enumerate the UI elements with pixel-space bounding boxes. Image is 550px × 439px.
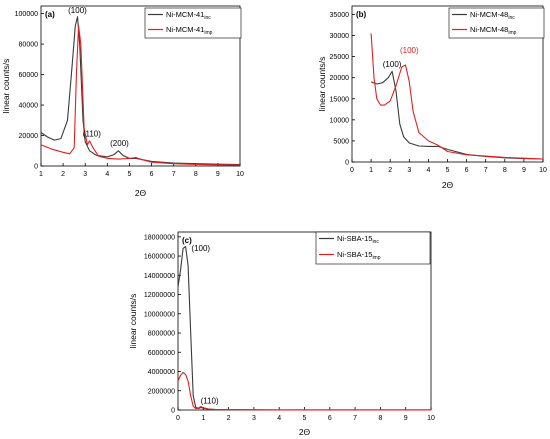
legend: Ni-MCM-41inc Ni-MCM-41imp (144, 7, 242, 39)
chart-panel-3: 0 1 2 3 4 5 6 7 8 9 10 0 2000000 4000000 6000000 800000… (128, 231, 435, 437)
x-tick-label: 3 (83, 171, 87, 178)
x-tick-label: 5 (446, 167, 450, 174)
legend-label-inc: Ni-MCM-41inc (166, 10, 211, 21)
y-tick-label: 8000000 (148, 331, 175, 338)
peak-annotation: (100) (400, 46, 419, 55)
x-tick-label: 9 (522, 167, 526, 174)
series-line-imp (40, 25, 241, 166)
y-tick-label: 12000000 (144, 292, 175, 299)
peak-annotation: (200) (110, 139, 129, 148)
legend-box (315, 231, 431, 265)
y-tick-label: 4000000 (148, 369, 175, 376)
x-axis-title: 2Θ (442, 180, 454, 190)
x-axis-title: 2Θ (299, 427, 311, 437)
x-tick-label: 4 (426, 167, 430, 174)
panel-label: (a) (45, 10, 55, 19)
legend-label-imp: Ni-MCM-41imp (166, 25, 213, 36)
peak-annotation: (100) (191, 244, 210, 253)
y-tick-label: 20000 (19, 133, 39, 140)
peak-annotation: (110) (201, 396, 219, 405)
y-axis-title: linear counts/s (128, 294, 138, 349)
x-tick-label: 8 (503, 167, 507, 174)
legend-label-imp: Ni-MCM-48imp (470, 25, 517, 36)
y-tick-label: 0 (345, 160, 349, 167)
plot-frame (40, 5, 241, 167)
legend-label-inc: Ni-SBA-15inc (337, 234, 379, 245)
y-tick-label: 10000 (330, 117, 350, 124)
x-tick-label: 5 (303, 415, 307, 422)
y-tick-label: 60000 (19, 72, 39, 79)
y-axis-title: linear counts/s (317, 57, 327, 112)
x-tick-label: 4 (105, 171, 109, 178)
series-line-imp (370, 33, 544, 160)
x-tick-label: 3 (407, 167, 411, 174)
y-tick-label: 30000 (330, 33, 350, 40)
x-tick-label: 2 (388, 167, 392, 174)
y-tick-label: 2000000 (148, 388, 175, 395)
x-tick-label: 3 (252, 415, 256, 422)
legend-box (448, 7, 545, 39)
x-tick-label: 1 (369, 167, 373, 174)
y-tick-label: 15000 (330, 96, 350, 103)
x-tick-label: 4 (277, 415, 281, 422)
x-tick-label: 2 (227, 415, 231, 422)
y-tick-label: 20000 (330, 75, 350, 82)
chart-panel-2: 0 1 2 3 4 5 6 7 8 9 10 0 5000 10000 15000 20000 25000 300… (317, 5, 547, 190)
y-tick-label: 40000 (19, 103, 39, 110)
x-tick-label: 7 (484, 167, 488, 174)
x-tick-label: 9 (404, 415, 408, 422)
legend-label-inc: Ni-MCM-48inc (470, 10, 515, 21)
y-tick-label: 18000000 (144, 234, 175, 241)
x-tick-label: 8 (194, 171, 198, 178)
x-tick-label: 10 (427, 415, 435, 422)
x-tick-label: 9 (216, 171, 220, 178)
x-tick-label: 0 (176, 415, 180, 422)
x-tick-label: 5 (127, 171, 131, 178)
x-tick-label: 1 (39, 171, 43, 178)
x-tick-label: 6 (150, 171, 154, 178)
y-tick-label: 0 (34, 164, 38, 171)
y-tick-label: 10000000 (144, 311, 175, 318)
y-tick-label: 14000000 (144, 273, 175, 280)
x-tick-label: 10 (539, 167, 547, 174)
panel-label: (b) (356, 10, 367, 19)
y-tick-label: 6000000 (148, 350, 175, 357)
y-tick-label: 100000 (15, 11, 38, 18)
peak-annotation: (110) (83, 129, 101, 138)
legend-label-imp: Ni-SBA-15imp (337, 250, 381, 261)
y-tick-label: 35000 (330, 12, 350, 19)
peak-annotation: (100) (383, 60, 402, 69)
x-tick-label: 8 (378, 415, 382, 422)
legend: Ni-SBA-15inc Ni-SBA-15imp (315, 231, 431, 265)
peak-annotation: (100) (68, 6, 87, 15)
x-tick-label: 10 (236, 171, 244, 178)
series-line-imp (177, 371, 431, 411)
y-tick-label: 0 (171, 408, 175, 415)
x-tick-label: 7 (353, 415, 357, 422)
x-tick-label: 6 (328, 415, 332, 422)
y-tick-label: 80000 (19, 42, 39, 49)
legend-box (144, 7, 242, 39)
x-tick-label: 1 (201, 415, 205, 422)
y-tick-label: 25000 (330, 54, 350, 61)
x-tick-label: 2 (61, 171, 65, 178)
y-axis-title: linear counts/s (1, 59, 11, 114)
legend: Ni-MCM-48inc Ni-MCM-48imp (448, 7, 545, 39)
x-tick-label: 6 (465, 167, 469, 174)
x-axis-title: 2Θ (135, 188, 147, 198)
chart-panel-1: 1 2 3 4 5 6 7 8 9 10 0 20000 40000 60000 80000 100000 2Θ… (1, 5, 244, 198)
x-tick-label: 0 (350, 167, 354, 174)
y-tick-label: 5000 (333, 138, 349, 145)
series-line-inc (177, 245, 431, 411)
panel-label: (c) (182, 236, 192, 245)
series-line-inc (40, 16, 241, 166)
x-tick-label: 7 (172, 171, 176, 178)
y-tick-label: 16000000 (144, 254, 175, 261)
